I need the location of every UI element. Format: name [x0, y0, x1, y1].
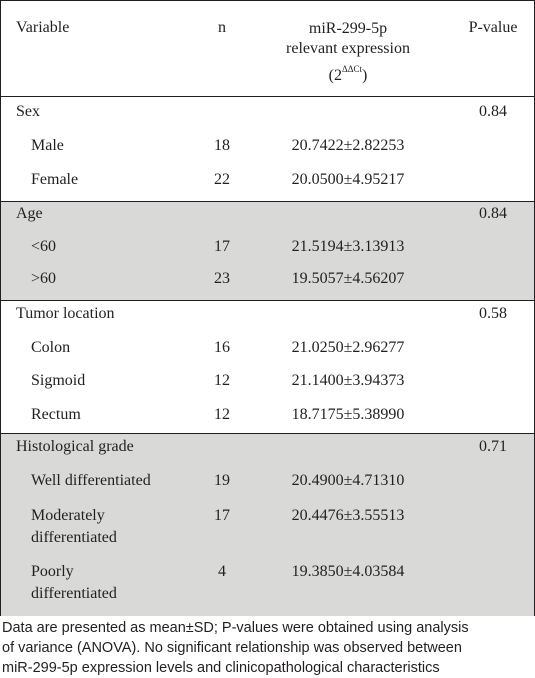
footnote-line: of variance (ANOVA). No significant rela…	[2, 640, 462, 656]
header-pvalue: P-value	[468, 19, 518, 36]
row-n: 23	[214, 270, 230, 287]
row-n: 4	[218, 563, 226, 580]
group-header-row: Histological grade 0.71	[1, 436, 534, 458]
row-label: Poorly differentiated	[31, 563, 117, 602]
row-n: 12	[214, 372, 230, 389]
row-expression: 21.5194±3.13913	[291, 238, 405, 255]
group-header-row: Age 0.84	[1, 203, 534, 225]
group-pvalue: 0.84	[479, 205, 507, 222]
table-row: Moderately differentiated 17 20.4476±3.5…	[1, 505, 534, 549]
row-label: Colon	[31, 339, 71, 356]
row-expression: 21.1400±3.94373	[291, 372, 405, 389]
row-label: Female	[31, 171, 79, 188]
row-label: <60	[31, 238, 57, 255]
header-expression: miR-299-5p relevant expression (2ΔΔCt)	[263, 19, 433, 86]
group-pvalue: 0.58	[479, 305, 507, 322]
row-n: 22	[214, 171, 230, 188]
row-label: Sigmoid	[31, 372, 86, 389]
group-histological-grade: Histological grade 0.71 Well differentia…	[1, 433, 534, 616]
group-label: Age	[16, 205, 43, 222]
row-expression: 20.4476±3.55513	[291, 507, 405, 524]
table-row: <60 17 21.5194±3.13913	[1, 236, 534, 258]
row-n: 12	[214, 406, 230, 423]
group-label: Histological grade	[16, 438, 134, 455]
row-expression: 20.0500±4.95217	[291, 171, 405, 188]
group-tumor-location: Tumor location 0.58 Colon 16 21.0250±2.9…	[1, 300, 534, 434]
data-table: Variable n miR-299-5p relevant expressio…	[0, 0, 535, 616]
header-expression-superscript: ΔΔCt	[341, 64, 363, 74]
table-row: Poorly differentiated 4 19.3850±4.03584	[1, 561, 534, 605]
group-pvalue: 0.71	[479, 438, 507, 455]
table-footnote: Data are presented as mean±SD; P-values …	[2, 618, 532, 678]
row-expression: 19.5057±4.56207	[291, 270, 405, 287]
table-row: >60 23 19.5057±4.56207	[1, 268, 534, 290]
footnote-line: miR-299-5p expression levels and clinico…	[2, 660, 440, 676]
group-label: Tumor location	[16, 305, 115, 322]
group-header-row: Sex 0.84	[1, 101, 534, 123]
table-row: Male 18 20.7422±2.82253	[1, 135, 534, 157]
row-label: Moderately differentiated	[31, 507, 117, 546]
row-n: 19	[214, 472, 230, 489]
header-expression-unit: (2ΔΔCt)	[328, 64, 368, 84]
row-n: 17	[214, 238, 230, 255]
table-row: Well differentiated 19 20.4900±4.71310	[1, 470, 534, 492]
table-header: Variable n miR-299-5p relevant expressio…	[1, 1, 534, 97]
footnote-line: Data are presented as mean±SD; P-values …	[2, 620, 469, 636]
header-n: n	[218, 19, 226, 36]
table-row: Female 22 20.0500±4.95217	[1, 169, 534, 191]
row-expression: 20.7422±2.82253	[291, 137, 405, 154]
row-label: Rectum	[31, 406, 81, 423]
group-sex: Sex 0.84 Male 18 20.7422±2.82253 Female …	[1, 97, 534, 201]
row-expression: 18.7175±5.38990	[291, 406, 405, 423]
row-expression: 19.3850±4.03584	[291, 563, 405, 580]
row-n: 18	[214, 137, 230, 154]
table-row: Sigmoid 12 21.1400±3.94373	[1, 370, 534, 392]
table-row: Colon 16 21.0250±2.96277	[1, 337, 534, 359]
group-header-row: Tumor location 0.58	[1, 303, 534, 325]
row-label: >60	[31, 270, 57, 287]
row-expression: 20.4900±4.71310	[291, 472, 405, 489]
group-age: Age 0.84 <60 17 21.5194±3.13913 >60 23 1…	[1, 201, 534, 301]
row-label: Male	[31, 137, 64, 154]
row-expression: 21.0250±2.96277	[291, 339, 405, 356]
row-n: 16	[214, 339, 230, 356]
header-variable: Variable	[16, 19, 70, 36]
table-row: Rectum 12 18.7175±5.38990	[1, 404, 534, 426]
row-n: 17	[214, 507, 230, 524]
row-label: Well differentiated	[31, 472, 151, 489]
group-label: Sex	[16, 103, 40, 120]
header-expression-line2: relevant expression	[286, 40, 410, 57]
group-pvalue: 0.84	[479, 103, 507, 120]
header-expression-line1: miR-299-5p	[308, 20, 388, 37]
